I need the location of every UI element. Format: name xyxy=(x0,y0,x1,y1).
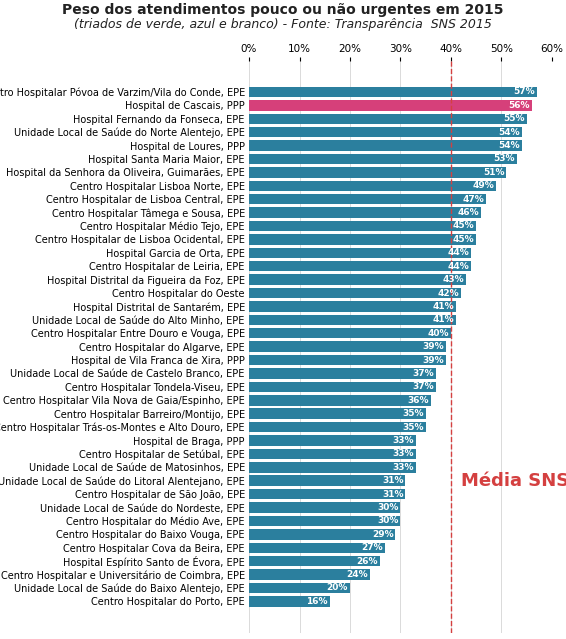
Bar xyxy=(249,181,496,191)
Bar xyxy=(249,489,405,499)
Bar xyxy=(249,502,400,512)
Bar xyxy=(249,408,426,419)
Bar xyxy=(249,154,517,164)
Bar xyxy=(249,220,476,231)
Bar xyxy=(249,114,526,124)
Text: 39%: 39% xyxy=(422,355,444,365)
Bar xyxy=(249,543,385,553)
Text: 45%: 45% xyxy=(452,235,474,244)
Bar xyxy=(249,435,415,446)
Text: 44%: 44% xyxy=(447,249,469,258)
Text: 54%: 54% xyxy=(498,141,520,150)
Text: 37%: 37% xyxy=(412,369,434,378)
Bar xyxy=(249,328,451,339)
Text: 31%: 31% xyxy=(382,489,404,498)
Text: Média SNS: Média SNS xyxy=(461,472,566,489)
Text: 55%: 55% xyxy=(503,114,525,123)
Text: 36%: 36% xyxy=(407,396,428,404)
Text: 37%: 37% xyxy=(412,382,434,391)
Text: 49%: 49% xyxy=(473,181,494,190)
Text: 31%: 31% xyxy=(382,476,404,485)
Text: 33%: 33% xyxy=(392,436,414,445)
Text: 30%: 30% xyxy=(377,516,398,525)
Bar xyxy=(249,288,461,298)
Text: 33%: 33% xyxy=(392,449,414,458)
Text: 26%: 26% xyxy=(357,557,378,566)
Text: 40%: 40% xyxy=(427,328,449,338)
Text: 51%: 51% xyxy=(483,168,504,177)
Text: 24%: 24% xyxy=(346,570,368,579)
Text: 56%: 56% xyxy=(508,101,530,110)
Bar xyxy=(249,141,521,151)
Text: 33%: 33% xyxy=(392,463,414,472)
Text: Peso dos atendimentos pouco ou não urgentes em 2015: Peso dos atendimentos pouco ou não urgen… xyxy=(62,3,504,17)
Bar xyxy=(249,583,350,593)
Text: 57%: 57% xyxy=(513,88,535,96)
Text: 29%: 29% xyxy=(372,530,393,539)
Text: 41%: 41% xyxy=(432,302,454,311)
Bar xyxy=(249,556,380,566)
Bar xyxy=(249,529,396,539)
Bar xyxy=(249,194,486,204)
Text: 35%: 35% xyxy=(402,409,424,418)
Bar xyxy=(249,274,466,285)
Text: 43%: 43% xyxy=(443,275,464,284)
Text: 39%: 39% xyxy=(422,342,444,351)
Bar xyxy=(249,569,370,580)
Text: 44%: 44% xyxy=(447,262,469,271)
Bar xyxy=(249,381,436,392)
Text: 16%: 16% xyxy=(306,597,328,606)
Bar xyxy=(249,449,415,459)
Bar xyxy=(249,261,471,272)
Bar xyxy=(249,368,436,379)
Bar xyxy=(249,462,415,473)
Text: 47%: 47% xyxy=(462,195,484,204)
Bar xyxy=(249,475,405,486)
Bar xyxy=(249,596,330,606)
Text: 54%: 54% xyxy=(498,128,520,137)
Bar xyxy=(249,208,481,218)
Bar xyxy=(249,100,531,111)
Bar xyxy=(249,395,431,406)
Bar xyxy=(249,314,456,325)
Bar xyxy=(249,127,521,137)
Bar xyxy=(249,247,471,258)
Text: 45%: 45% xyxy=(452,222,474,231)
Text: 30%: 30% xyxy=(377,503,398,512)
Text: 41%: 41% xyxy=(432,315,454,325)
Text: 42%: 42% xyxy=(438,289,459,298)
Bar xyxy=(249,167,507,178)
Bar xyxy=(249,234,476,245)
Bar xyxy=(249,87,537,97)
Bar xyxy=(249,301,456,312)
Text: 20%: 20% xyxy=(327,583,348,592)
Text: (triados de verde, azul e branco) - Fonte: Transparência  SNS 2015: (triados de verde, azul e branco) - Font… xyxy=(74,18,492,31)
Text: 35%: 35% xyxy=(402,422,424,431)
Text: 53%: 53% xyxy=(493,155,514,164)
Bar xyxy=(249,516,400,526)
Text: 27%: 27% xyxy=(362,543,383,552)
Bar xyxy=(249,422,426,433)
Text: 46%: 46% xyxy=(457,208,479,217)
Bar xyxy=(249,341,446,352)
Bar xyxy=(249,355,446,366)
